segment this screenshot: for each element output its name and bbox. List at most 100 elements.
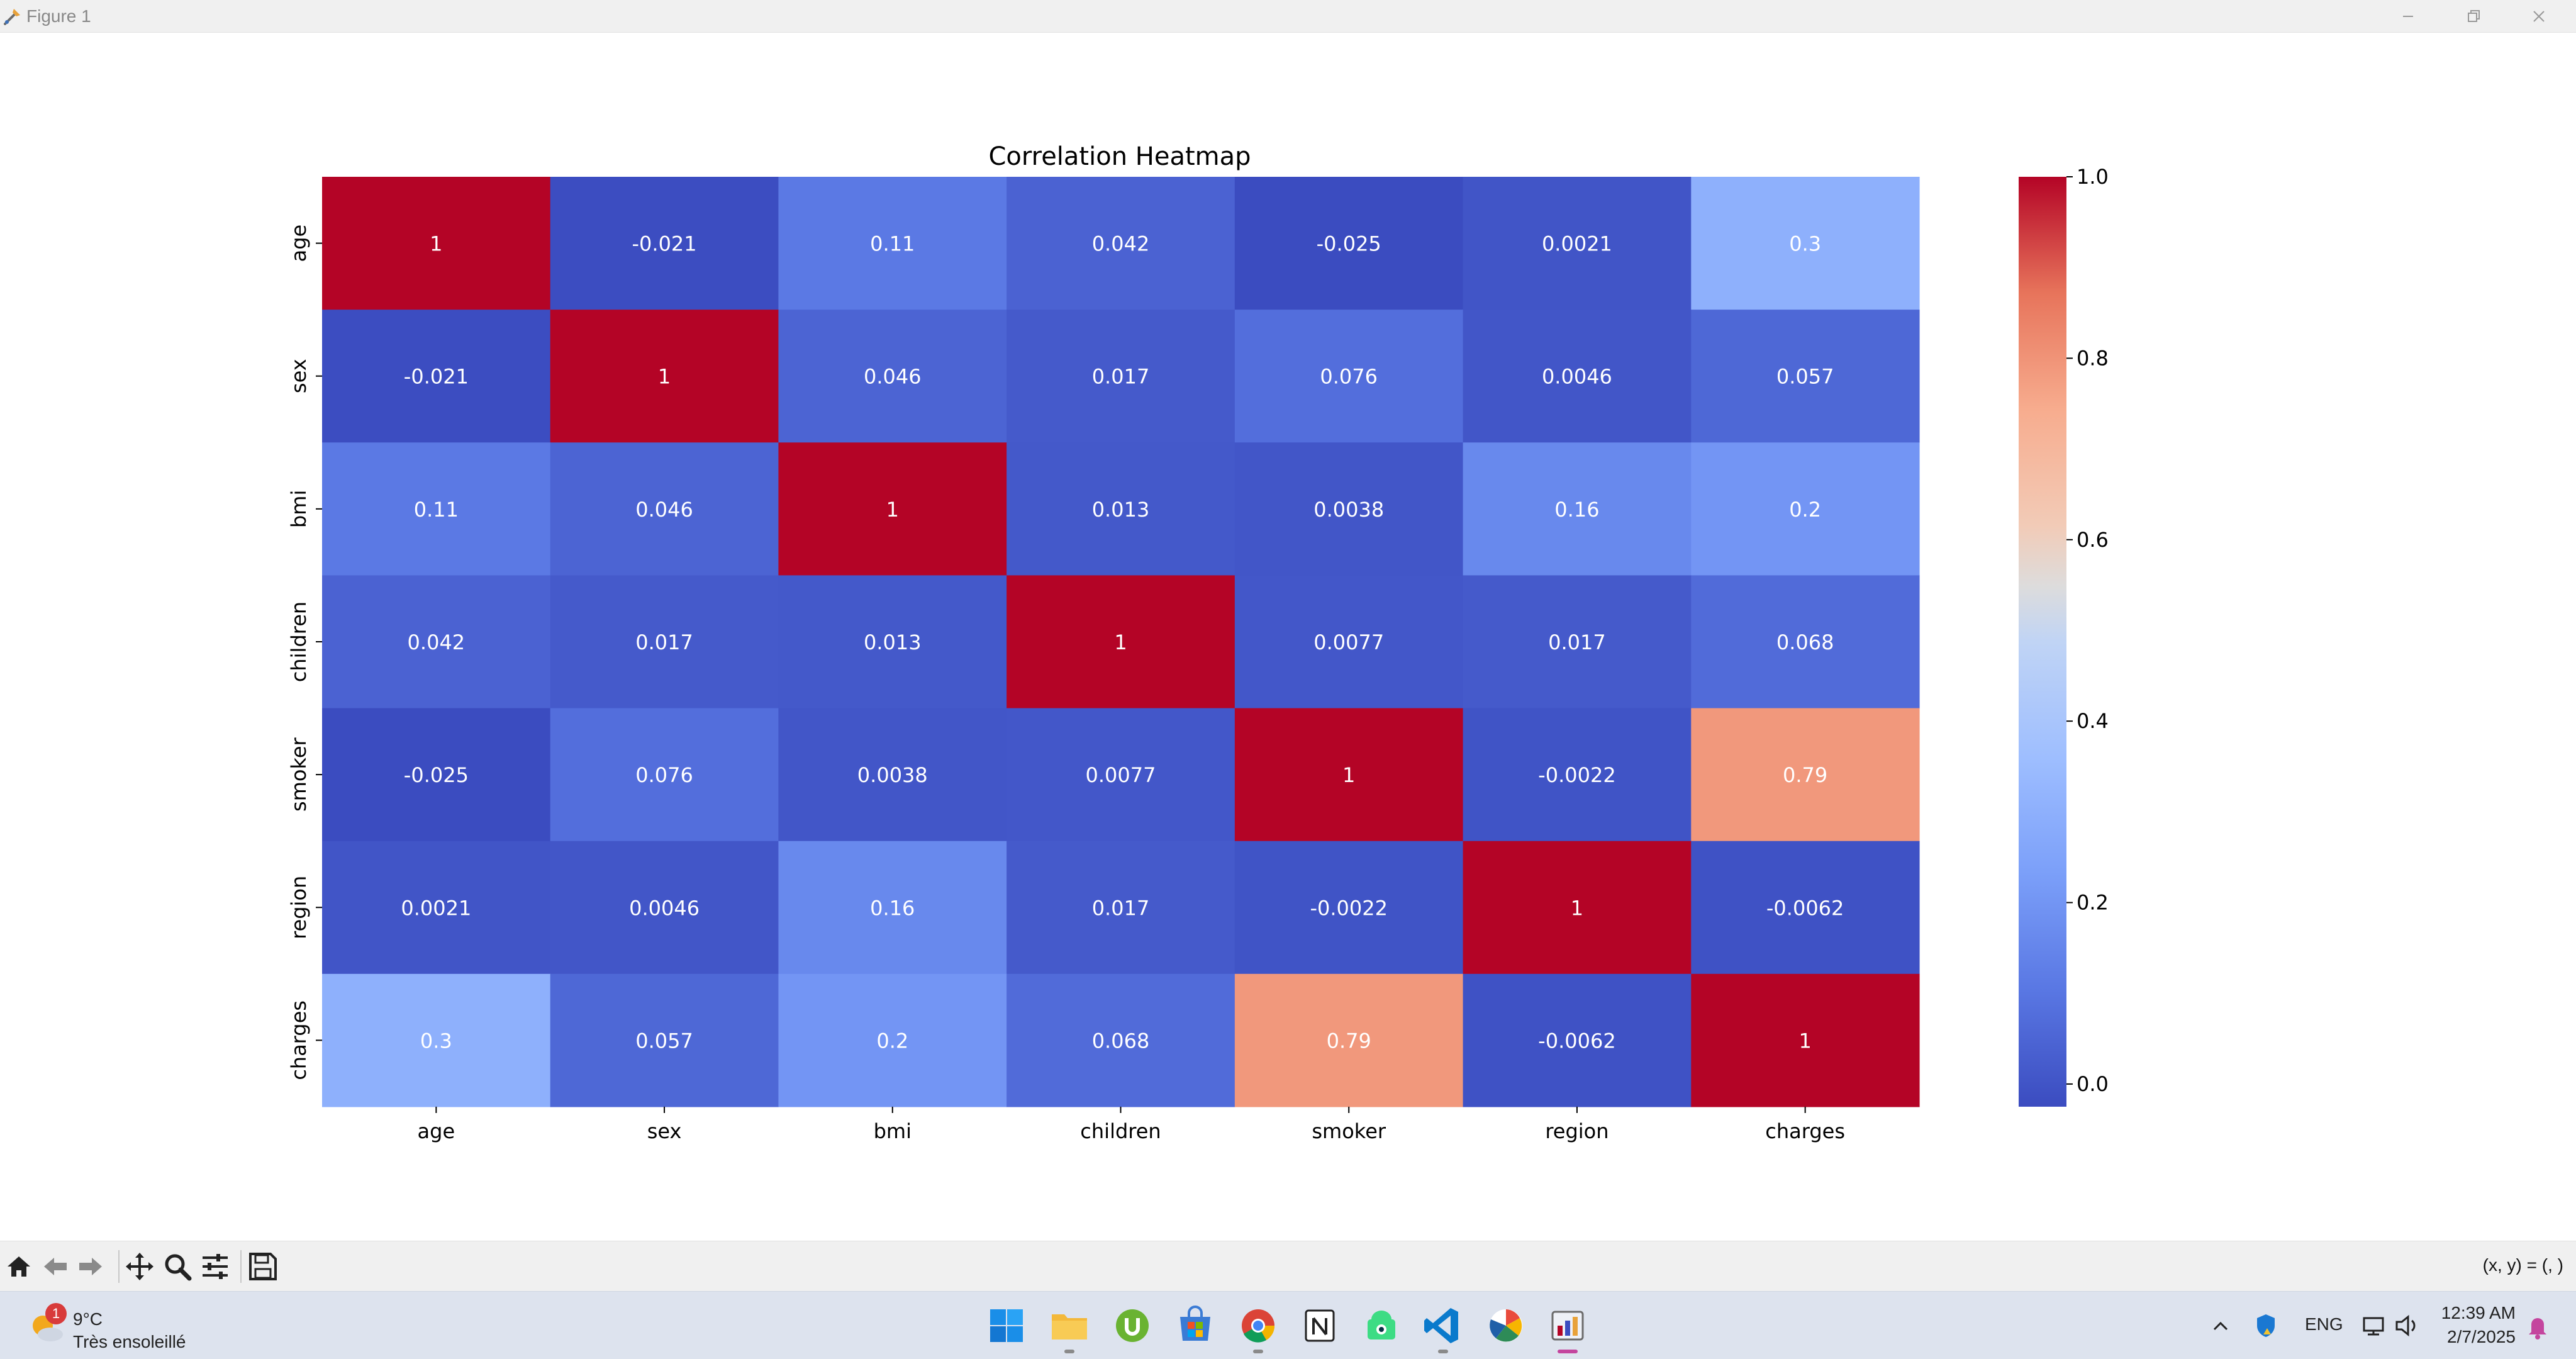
- heatmap-cell: [778, 841, 1007, 975]
- cell-annotation: 0.16: [1554, 498, 1599, 522]
- heatmap-cell: [322, 575, 551, 709]
- heatmap-cell: [1691, 841, 1920, 975]
- cell-annotation: -0.025: [404, 763, 469, 787]
- heatmap-cell: [778, 310, 1007, 443]
- heatmap-cell: [1234, 442, 1464, 576]
- home-button[interactable]: [3, 1250, 35, 1283]
- heatmap-cell: [322, 973, 551, 1107]
- colorbar-tick-label: 0.0: [2077, 1072, 2109, 1096]
- cell-annotation: -0.0062: [1766, 896, 1844, 920]
- taskbar-pinwheel-app[interactable]: [1482, 1302, 1530, 1350]
- start-button[interactable]: [983, 1302, 1030, 1350]
- input-language[interactable]: ENG: [2305, 1314, 2343, 1334]
- taskbar-notion[interactable]: [1296, 1302, 1344, 1350]
- cell-annotation: -0.021: [404, 365, 469, 389]
- shield-icon: [2257, 1314, 2275, 1337]
- cell-annotation: 0.057: [1776, 365, 1834, 389]
- home-icon: [8, 1256, 30, 1277]
- window-title: Figure 1: [26, 6, 91, 26]
- show-hidden-icons-button[interactable]: [2205, 1308, 2236, 1343]
- x-tick-label: charges: [1765, 1119, 1845, 1143]
- heatmap-cell: [1234, 973, 1464, 1107]
- heatmap-cell: [1006, 841, 1235, 975]
- taskbar-microsoft-store[interactable]: [1171, 1302, 1219, 1350]
- cell-annotation: -0.0022: [1538, 763, 1616, 787]
- heatmap-cell: [1463, 841, 1692, 975]
- heatmap-cell: [778, 708, 1007, 842]
- heatmap-cell: [1234, 708, 1464, 842]
- y-tick-label: region: [287, 876, 311, 939]
- save-button[interactable]: [247, 1250, 279, 1283]
- configure-subplots-button[interactable]: [199, 1250, 231, 1283]
- y-tick-label: age: [287, 225, 311, 262]
- clock-time[interactable]: 12:39 AM: [2441, 1303, 2516, 1323]
- back-button[interactable]: [39, 1250, 72, 1283]
- cell-annotation: -0.025: [1317, 232, 1381, 256]
- taskbar-matplotlib-figure[interactable]: [1544, 1302, 1592, 1353]
- pan-icon: [126, 1253, 153, 1280]
- colorbar: [2019, 177, 2066, 1107]
- cell-annotation: 0.046: [635, 498, 693, 522]
- save-icon: [249, 1253, 277, 1280]
- android-studio-icon: [1368, 1311, 1395, 1339]
- cell-annotation: 0.0046: [629, 896, 700, 920]
- colorbar-tick-label: 0.2: [2077, 891, 2109, 915]
- cell-annotation: -0.021: [632, 232, 696, 256]
- chart-title: Correlation Heatmap: [988, 142, 1251, 171]
- cell-annotation: -0.0022: [1310, 896, 1388, 920]
- taskbar-chrome[interactable]: [1234, 1302, 1282, 1353]
- heatmap-cell: [550, 708, 779, 842]
- cell-annotation: 1: [1114, 630, 1127, 654]
- heatmap-cell: [1463, 310, 1692, 443]
- speaker-icon: [2395, 1314, 2416, 1337]
- matplotlib-figure-icon: [1551, 1311, 1584, 1341]
- weather-temperature: 9°C: [73, 1309, 103, 1329]
- heatmap-cell: [778, 177, 1007, 310]
- zoom-button[interactable]: [161, 1250, 194, 1283]
- heatmap-cell: [1006, 575, 1235, 709]
- figure-canvas[interactable]: 1 -0.021 0.11 0.042 -0.025 0.0021 0.3 -0.021 1 0.…: [0, 33, 2576, 1241]
- tray-volume[interactable]: [2392, 1308, 2422, 1343]
- network-icon: [2363, 1317, 2384, 1336]
- restore-button[interactable]: [2441, 0, 2506, 33]
- forward-button[interactable]: [74, 1250, 107, 1283]
- y-tick-label: sex: [287, 359, 311, 393]
- pan-button[interactable]: [123, 1250, 156, 1283]
- heatmap-cell: [1691, 708, 1920, 842]
- y-tick-label: bmi: [287, 490, 311, 528]
- cell-annotation: 1: [1798, 1029, 1811, 1053]
- configure-subplots-icon: [203, 1254, 228, 1279]
- cell-annotation: 0.017: [1548, 630, 1606, 654]
- microsoft-store-icon: [1180, 1306, 1210, 1341]
- notion-icon: [1305, 1309, 1335, 1342]
- tray-security[interactable]: [2251, 1308, 2281, 1343]
- cell-annotation: 0.0046: [1542, 365, 1612, 389]
- clock-date[interactable]: 2/7/2025: [2447, 1327, 2516, 1346]
- cell-annotation: 1: [886, 498, 899, 522]
- x-tick-label: age: [418, 1119, 455, 1143]
- toolbar-separator: [118, 1250, 120, 1283]
- cell-annotation: 0.076: [1320, 365, 1378, 389]
- cell-annotation: 0.3: [1789, 232, 1821, 256]
- running-indicator: [1064, 1350, 1074, 1353]
- pinwheel-app-icon: [1490, 1309, 1522, 1342]
- taskbar-vscode[interactable]: [1419, 1302, 1467, 1353]
- close-button[interactable]: [2506, 0, 2572, 33]
- x-tick-label: children: [1080, 1119, 1161, 1143]
- restore-icon: [2468, 10, 2480, 22]
- y-tick-label: smoker: [287, 737, 311, 812]
- notifications-button[interactable]: [2523, 1308, 2553, 1343]
- heatmap-cell: [322, 442, 551, 576]
- taskbar-android-studio[interactable]: [1358, 1302, 1405, 1350]
- heatmap-cell: [322, 708, 551, 842]
- colorbar-tick-label: 1.0: [2077, 165, 2109, 189]
- x-axis-ticks: age sex bmi children smoker region charges: [418, 1107, 1845, 1143]
- taskbar-file-explorer[interactable]: [1045, 1302, 1093, 1353]
- vscode-icon: [1424, 1308, 1458, 1343]
- colorbar-tick-label: 0.8: [2077, 346, 2109, 370]
- taskbar-utorrent[interactable]: [1108, 1302, 1156, 1350]
- cell-annotation: 0.017: [1092, 365, 1150, 389]
- minimize-button[interactable]: [2375, 0, 2441, 33]
- tray-network[interactable]: [2359, 1308, 2389, 1343]
- chevron-up-icon: [2213, 1321, 2228, 1331]
